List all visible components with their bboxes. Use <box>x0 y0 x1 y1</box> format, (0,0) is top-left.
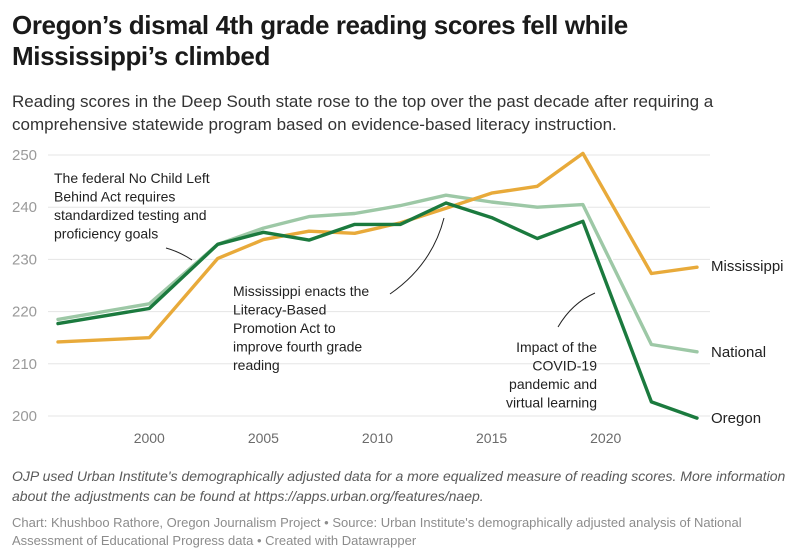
annotation-line: Behind Act requires <box>54 189 175 205</box>
series-lines <box>56 151 699 420</box>
chart-subtitle: Reading scores in the Deep South state r… <box>12 92 714 134</box>
y-tick-label: 210 <box>12 356 37 373</box>
source-credits: Chart: Khushboo Rathore, Oregon Journali… <box>12 515 742 548</box>
chart-title: Oregon’s dismal 4th grade reading scores… <box>12 10 628 71</box>
y-tick-label: 230 <box>12 251 37 268</box>
nclb-connector <box>165 247 193 261</box>
series-label-mississippi: Mississippi <box>711 258 784 275</box>
x-axis-ticks: 2000 2005 2010 2015 2020 <box>134 430 622 446</box>
x-tick-label: 2015 <box>476 430 507 446</box>
annotation-line: Mississippi enacts the <box>233 283 369 299</box>
annotation-line: COVID-19 <box>532 358 597 374</box>
annotation-line: proficiency goals <box>54 226 158 242</box>
y-tick-label: 200 <box>12 408 37 425</box>
x-tick-label: 2000 <box>134 430 165 446</box>
annotations: The federal No Child Left Behind Act requ… <box>54 170 597 411</box>
annotation-covid: Impact of the COVID-19 pandemic and virtual… <box>506 339 597 411</box>
y-tick-label: 250 <box>12 147 37 164</box>
annotation-nclb: The federal No Child Left Behind Act requ… <box>54 170 210 242</box>
series-line-oregon <box>56 201 699 420</box>
y-tick-label: 220 <box>12 304 37 321</box>
covid-connector <box>557 292 596 328</box>
y-axis-ticks: 200 210 220 230 240 250 <box>12 147 37 425</box>
x-tick-label: 2020 <box>590 430 621 446</box>
annotation-line: pandemic and <box>509 376 597 392</box>
x-tick-label: 2005 <box>248 430 279 446</box>
annotation-line: virtual learning <box>506 395 597 411</box>
annotation-line: Promotion Act to <box>233 320 336 336</box>
series-labels: National Mississippi Oregon <box>711 258 784 427</box>
x-tick-label: 2010 <box>362 430 393 446</box>
annotation-line: Impact of the <box>516 339 597 355</box>
y-tick-label: 240 <box>12 199 37 216</box>
annotation-line: reading <box>233 357 280 373</box>
annotation-line: improve fourth grade <box>233 339 362 355</box>
series-label-national: National <box>711 344 766 361</box>
annotation-line: Literacy-Based <box>233 302 326 318</box>
series-label-oregon: Oregon <box>711 410 761 427</box>
methodology-note: OJP used Urban Institute's demographical… <box>12 468 786 504</box>
annotation-lbpa: Mississippi enacts the Literacy-Based Prom… <box>233 283 369 373</box>
annotation-line: The federal No Child Left <box>54 170 210 186</box>
lbpa-connector <box>389 217 445 295</box>
annotation-line: standardized testing and <box>54 207 207 223</box>
